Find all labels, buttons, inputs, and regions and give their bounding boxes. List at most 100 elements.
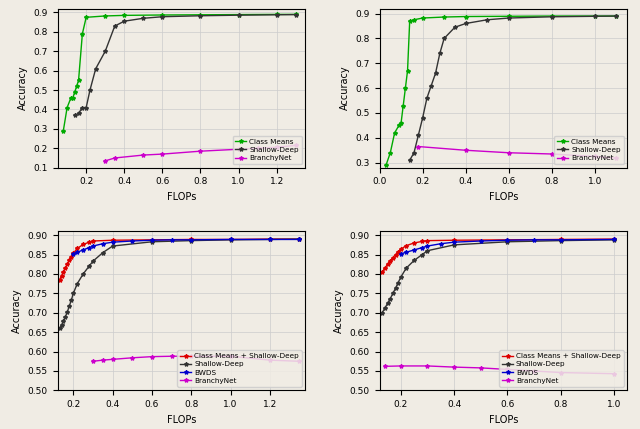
Shallow-Deep [235,12,243,18]
Class Means + Shallow-Deep [389,255,397,260]
BranchyNet [188,353,195,359]
Class Means [159,12,166,18]
BranchyNet [159,151,166,157]
BWDS [109,239,116,245]
Shallow-Deep [610,237,618,242]
Shallow-Deep [196,13,204,18]
Class Means [67,95,75,100]
BranchyNet [196,148,204,154]
BranchyNet [273,145,280,150]
Shallow-Deep [384,301,392,306]
Class Means + Shallow-Deep [296,236,303,242]
Class Means [387,150,394,155]
Shallow-Deep [74,281,81,286]
Shallow-Deep [227,237,234,242]
Shallow-Deep [67,297,75,302]
Shallow-Deep [61,314,69,319]
BWDS [504,238,511,243]
Class Means [71,89,79,94]
Shallow-Deep [410,258,418,263]
Shallow-Deep [432,71,440,76]
Class Means [397,121,405,126]
Shallow-Deep [378,310,386,315]
Shallow-Deep [58,323,65,328]
BranchyNet [292,143,300,148]
Class Means + Shallow-Deep [387,259,394,264]
BranchyNet [557,370,564,375]
Shallow-Deep [292,12,300,17]
BWDS [74,250,81,255]
BranchyNet [101,158,109,163]
BWDS [70,251,77,257]
Line: Shallow-Deep: Shallow-Deep [73,12,298,118]
BWDS [168,237,175,242]
BranchyNet [111,155,118,160]
Class Means [505,14,513,19]
Class Means [404,68,412,73]
Class Means + Shallow-Deep [188,237,195,242]
Y-axis label: Accuracy: Accuracy [18,66,28,110]
BWDS [397,251,404,257]
Class Means [83,15,90,20]
Shallow-Deep [451,24,459,30]
BWDS [451,239,458,245]
Class Means + Shallow-Deep [60,269,67,274]
Shallow-Deep [462,21,470,26]
Class Means + Shallow-Deep [384,262,392,267]
BranchyNet [548,151,556,157]
Class Means + Shallow-Deep [61,265,69,270]
Class Means + Shallow-Deep [56,277,63,282]
BWDS [129,239,136,244]
Class Means [101,13,109,18]
BranchyNet [89,359,97,364]
Line: BWDS: BWDS [399,237,616,256]
BWDS [610,237,618,242]
Class Means + Shallow-Deep [610,236,618,242]
Class Means + Shallow-Deep [557,237,564,242]
Class Means + Shallow-Deep [79,242,87,247]
X-axis label: FLOPs: FLOPs [167,415,196,425]
BranchyNet [140,152,147,157]
BWDS [296,237,303,242]
Shallow-Deep [92,66,100,71]
BranchyNet [99,357,107,363]
Shallow-Deep [423,96,431,101]
Shallow-Deep [86,88,94,93]
Class Means + Shallow-Deep [424,238,431,243]
Shallow-Deep [389,291,397,296]
BranchyNet [530,369,538,374]
BranchyNet [381,364,388,369]
Line: Class Means: Class Means [384,14,618,167]
Line: Class Means + Shallow-Deep: Class Means + Shallow-Deep [58,237,301,282]
Class Means + Shallow-Deep [394,249,402,254]
BWDS [419,245,426,250]
Line: Shallow-Deep: Shallow-Deep [408,14,618,162]
X-axis label: FLOPs: FLOPs [167,192,196,202]
Class Means + Shallow-Deep [85,239,93,245]
Shallow-Deep [266,237,274,242]
BranchyNet [109,357,116,362]
BWDS [89,244,97,249]
Class Means [401,85,409,91]
Shallow-Deep [99,250,107,255]
Class Means [462,14,470,19]
Class Means + Shallow-Deep [67,254,75,259]
Shallow-Deep [591,14,599,19]
Shallow-Deep [419,252,426,257]
Class Means [60,128,67,133]
Shallow-Deep [451,242,458,248]
BWDS [477,239,484,244]
BWDS [99,241,107,246]
BWDS [437,241,445,246]
Shallow-Deep [483,17,491,22]
Shallow-Deep [387,296,394,302]
Line: BranchyNet: BranchyNet [91,354,301,363]
Class Means [399,103,407,108]
BranchyNet [235,147,243,152]
BranchyNet [415,144,422,149]
Class Means [440,15,448,20]
Shallow-Deep [505,15,513,21]
Class Means + Shallow-Deep [148,237,156,242]
BranchyNet [148,354,156,359]
Shallow-Deep [56,326,63,331]
